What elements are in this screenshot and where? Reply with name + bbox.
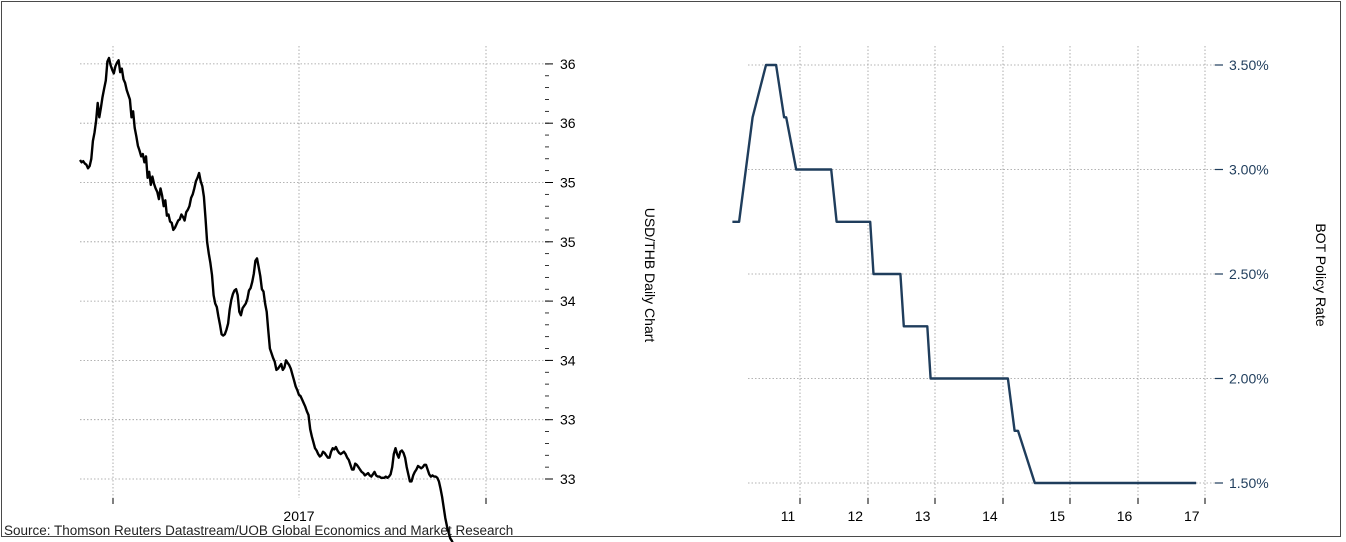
left-grid	[80, 46, 545, 498]
right-x-tick-label: 13	[915, 508, 931, 524]
right-x-tick-label: 15	[1049, 508, 1065, 524]
left-y-tick-label: 33	[560, 412, 576, 428]
left-x-axis: 2017	[112, 498, 487, 524]
right-y-tick-label: 1.50%	[1229, 475, 1269, 491]
right-grid	[748, 46, 1215, 498]
left-x-tick-label: 2017	[283, 508, 314, 524]
left-y-tick-label: 35	[560, 175, 576, 191]
left-y-tick-label: 34	[560, 293, 576, 309]
left-y-tick-label: 36	[560, 115, 576, 131]
right-y-tick-label: 3.50%	[1229, 57, 1269, 73]
left-y-tick-label: 34	[560, 352, 576, 368]
right-x-tick-label: 14	[982, 508, 998, 524]
right-x-tick-label: 17	[1184, 508, 1200, 524]
policy-rate-series-line	[732, 63, 1197, 485]
usd-thb-series-line	[79, 56, 454, 542]
left-y-axis-title: USD/THB Daily Chart	[642, 208, 658, 343]
right-y-axis-title: BOT Policy Rate	[1313, 223, 1329, 326]
bot-policy-rate-chart: 3.50% 3.00% 2.50% 2.00% 1.50% 11 12 13 14 15 16 17…	[732, 46, 1329, 524]
left-y-tick-label: 33	[560, 471, 576, 487]
usd-thb-chart: 36 36 35 35 34 34 33 33 2017 USD/THB Daily Char…	[79, 46, 658, 542]
right-x-tick-label: 12	[848, 508, 864, 524]
source-note: Source: Thomson Reuters Datastream/UOB G…	[4, 523, 514, 538]
right-y-tick-label: 2.00%	[1229, 371, 1269, 387]
left-y-axis: 36 36 35 35 34 34 33 33	[545, 56, 576, 487]
right-y-tick-label: 3.00%	[1229, 162, 1269, 178]
left-y-tick-label: 35	[560, 234, 576, 250]
left-y-tick-label: 36	[560, 56, 576, 72]
right-x-tick-label: 11	[781, 508, 796, 524]
right-y-tick-label: 2.50%	[1229, 266, 1269, 282]
right-x-tick-label: 16	[1117, 508, 1133, 524]
right-x-axis: 11 12 13 14 15 16 17	[781, 498, 1206, 524]
right-y-axis: 3.50% 3.00% 2.50% 2.00% 1.50%	[1215, 57, 1269, 491]
